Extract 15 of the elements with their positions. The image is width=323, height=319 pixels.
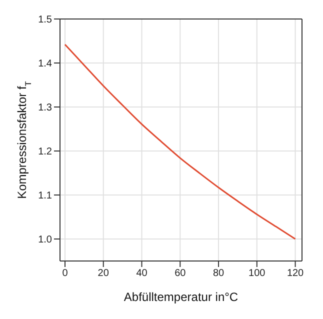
- y-tick-label: 1.5: [38, 14, 52, 26]
- y-tick-label: 1.2: [38, 146, 52, 158]
- x-tick-label: 60: [174, 268, 186, 280]
- y-tick-label: 1.1: [38, 190, 52, 202]
- x-tick-label: 80: [212, 268, 225, 280]
- y-tick-label: 1.0: [38, 234, 52, 246]
- y-tick-label: 1.4: [38, 58, 52, 70]
- x-tick-label: 100: [248, 268, 266, 280]
- y-tick-label: 1.3: [38, 102, 52, 114]
- line-series: [64, 44, 296, 240]
- x-tick-label: 40: [136, 268, 148, 280]
- x-tick-label: 120: [286, 268, 304, 280]
- x-tick-label: 0: [62, 268, 68, 280]
- x-tick-label: 20: [98, 268, 110, 280]
- x-axis-title: Abfülltemperatur in°C: [124, 290, 238, 304]
